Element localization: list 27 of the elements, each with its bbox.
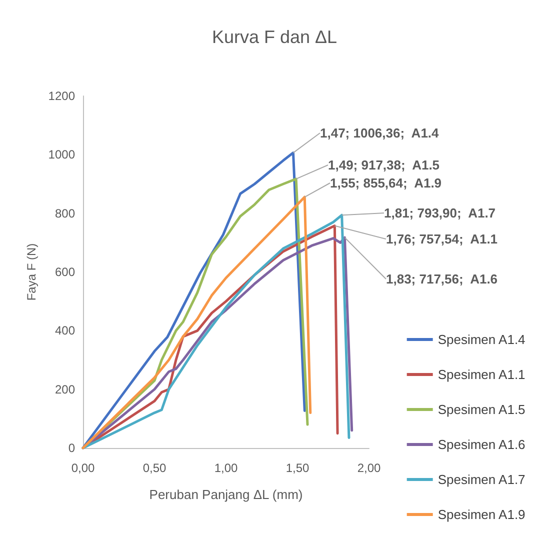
annotation: 1,47; 1006,36; A1.4 <box>320 126 440 140</box>
annotation: 1,81; 793,90; A1.7 <box>384 206 496 220</box>
x-tick-label: 1,00 <box>214 461 238 475</box>
legend-label: Spesimen A1.1 <box>438 367 526 382</box>
legend-label: Spesimen A1.4 <box>438 332 526 347</box>
annotation: 1,55; 855,64; A1.9 <box>330 176 442 190</box>
chart-title: Kurva F dan ΔL <box>212 27 338 47</box>
y-tick-label: 200 <box>54 382 76 396</box>
legend-label: Spesimen A1.7 <box>438 472 526 487</box>
x-tick-label: 1,50 <box>286 461 310 475</box>
x-tick-label: 0,00 <box>71 461 95 475</box>
y-axis-title: Faya F (N) <box>24 243 38 301</box>
legend-label: Spesimen A1.9 <box>438 507 526 522</box>
x-axis-title: Peruban Panjang ΔL (mm) <box>149 487 303 502</box>
y-tick-label: 1200 <box>48 89 76 103</box>
y-tick-label: 800 <box>54 206 76 220</box>
x-tick-label: 2,00 <box>357 461 381 475</box>
y-tick-label: 1000 <box>48 148 76 162</box>
y-tick-label: 600 <box>54 265 76 279</box>
y-tick-label: 400 <box>54 324 76 338</box>
legend-label: Spesimen A1.6 <box>438 437 526 452</box>
y-tick-label: 0 <box>68 441 76 455</box>
annotation: 1,83; 717,56; A1.6 <box>386 272 498 286</box>
x-tick-label: 0,50 <box>142 461 166 475</box>
legend-label: Spesimen A1.5 <box>438 402 526 417</box>
annotation: 1,76; 757,54; A1.1 <box>386 232 498 246</box>
annotation: 1,49; 917,38; A1.5 <box>328 158 440 172</box>
